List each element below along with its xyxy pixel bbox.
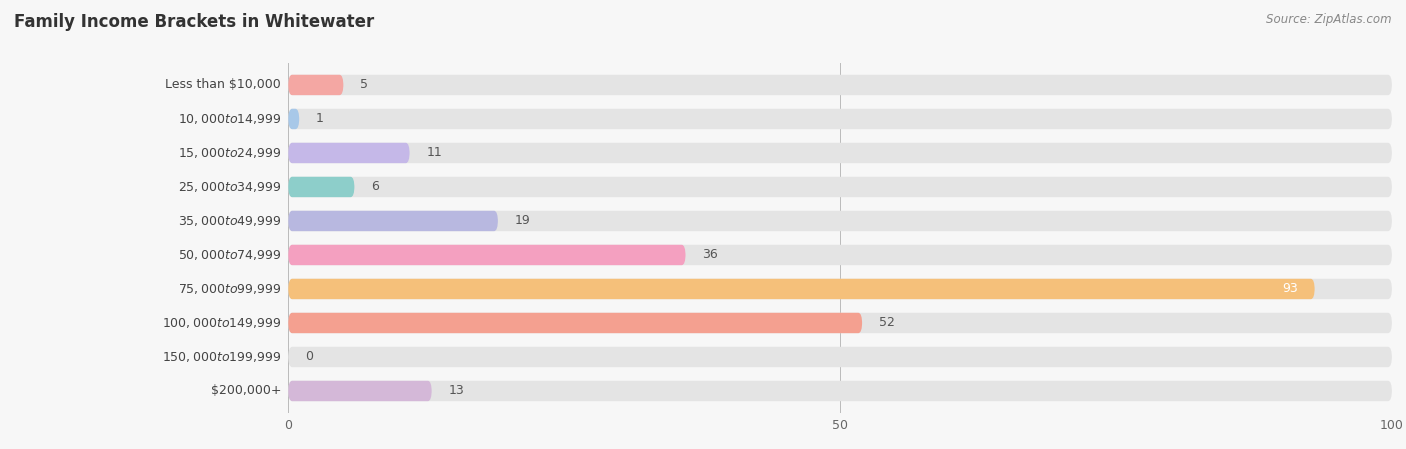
FancyBboxPatch shape — [288, 245, 1392, 265]
Text: 36: 36 — [702, 248, 718, 261]
Text: 11: 11 — [426, 146, 441, 159]
FancyBboxPatch shape — [288, 143, 1392, 163]
FancyBboxPatch shape — [288, 279, 1392, 299]
FancyBboxPatch shape — [288, 313, 862, 333]
FancyBboxPatch shape — [288, 143, 409, 163]
Text: 93: 93 — [1282, 282, 1298, 295]
FancyBboxPatch shape — [288, 381, 1392, 401]
FancyBboxPatch shape — [288, 279, 1315, 299]
FancyBboxPatch shape — [288, 245, 686, 265]
Text: $200,000+: $200,000+ — [211, 384, 281, 397]
Text: 19: 19 — [515, 215, 530, 228]
FancyBboxPatch shape — [288, 177, 354, 197]
Text: Less than $10,000: Less than $10,000 — [166, 79, 281, 92]
FancyBboxPatch shape — [288, 381, 432, 401]
FancyBboxPatch shape — [288, 347, 1392, 367]
Text: $35,000 to $49,999: $35,000 to $49,999 — [177, 214, 281, 228]
Text: 0: 0 — [305, 351, 312, 364]
Text: $15,000 to $24,999: $15,000 to $24,999 — [177, 146, 281, 160]
Text: $50,000 to $74,999: $50,000 to $74,999 — [177, 248, 281, 262]
FancyBboxPatch shape — [288, 109, 1392, 129]
FancyBboxPatch shape — [288, 211, 498, 231]
FancyBboxPatch shape — [288, 211, 1392, 231]
FancyBboxPatch shape — [288, 75, 343, 95]
FancyBboxPatch shape — [288, 177, 1392, 197]
Text: $25,000 to $34,999: $25,000 to $34,999 — [177, 180, 281, 194]
Text: 6: 6 — [371, 180, 378, 194]
Text: $10,000 to $14,999: $10,000 to $14,999 — [177, 112, 281, 126]
Text: $75,000 to $99,999: $75,000 to $99,999 — [177, 282, 281, 296]
FancyBboxPatch shape — [288, 313, 1392, 333]
Text: 52: 52 — [879, 317, 894, 330]
Text: Source: ZipAtlas.com: Source: ZipAtlas.com — [1267, 13, 1392, 26]
FancyBboxPatch shape — [288, 75, 1392, 95]
Text: $100,000 to $149,999: $100,000 to $149,999 — [162, 316, 281, 330]
FancyBboxPatch shape — [288, 109, 299, 129]
Text: Family Income Brackets in Whitewater: Family Income Brackets in Whitewater — [14, 13, 374, 31]
Text: 13: 13 — [449, 384, 464, 397]
Text: 1: 1 — [316, 112, 323, 125]
Text: 5: 5 — [360, 79, 368, 92]
Text: $150,000 to $199,999: $150,000 to $199,999 — [162, 350, 281, 364]
